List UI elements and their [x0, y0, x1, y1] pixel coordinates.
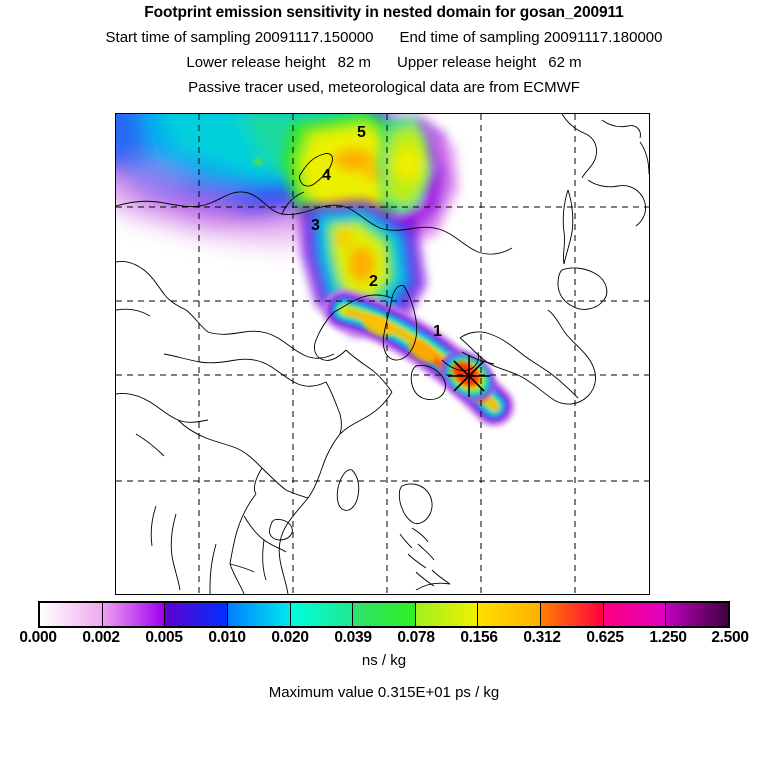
colorbar-tick-5: 0.039: [334, 629, 372, 646]
colorbar-tick-10: 1.250: [649, 629, 687, 646]
colorbar-tick-4: 0.020: [271, 629, 309, 646]
colorbar-tick-2: 0.005: [145, 629, 183, 646]
trajectory-label-4: 4: [322, 167, 331, 184]
map-graphics: [116, 114, 649, 594]
trajectory-label-3: 3: [311, 217, 320, 234]
colorbar-segment-8: [541, 603, 604, 626]
footprint-plume-field: [116, 114, 515, 427]
colorbar-tick-3: 0.010: [208, 629, 246, 646]
colorbar-units-label: ns / kg: [361, 652, 407, 669]
upper-release-label: Upper release height: [397, 53, 537, 71]
lower-release-value: 82 m: [337, 53, 371, 71]
trajectory-label-5: 5: [357, 124, 366, 141]
upper-release-value: 62 m: [548, 53, 582, 71]
release-point-star: [448, 355, 490, 397]
colorbar-tick-1: 0.002: [82, 629, 120, 646]
map-plot-area: 1 2 3 4 5: [115, 113, 650, 595]
colorbar-segment-6: [415, 603, 479, 626]
colorbar-tick-11: 2.500: [711, 629, 749, 646]
start-time-label: Start time of sampling: [105, 28, 251, 46]
trajectory-label-1: 1: [433, 323, 442, 340]
colorbar-tick-9: 0.625: [586, 629, 624, 646]
colorbar-segment-9: [603, 603, 667, 626]
colorbar-tick-labels: 0.000 0.002 0.005 0.010 0.020 0.039 0.07…: [0, 629, 768, 649]
end-time-value: 20091117.180000: [543, 28, 663, 46]
tracer-note: Passive tracer used, meteorological data…: [188, 78, 580, 96]
end-time-label: End time of sampling: [399, 28, 540, 46]
lower-release-label: Lower release height: [186, 53, 326, 71]
start-time-value: 20091117.150000: [254, 28, 374, 46]
map-gridlines: [116, 114, 649, 594]
colorbar-segment-3: [227, 603, 291, 626]
colorbar-segment-10: [666, 603, 729, 626]
map-inner-canvas: 1 2 3 4 5: [116, 114, 649, 594]
release-height-line: Lower release height 82 m Upper release he…: [0, 55, 768, 70]
maximum-value-label: Maximum value 0.315E+01 ps / kg: [268, 684, 500, 701]
colorbar-tick-0: 0.000: [19, 629, 57, 646]
sampling-time-line: Start time of sampling 20091117.150000 En…: [0, 30, 768, 45]
colorbar-segment-2: [165, 603, 228, 626]
colorbar-segment-5: [353, 603, 416, 626]
colorbar-segment-0: [40, 603, 103, 626]
header-text-block: Footprint emission sensitivity in nested…: [0, 0, 768, 95]
colorbar-tick-7: 0.156: [460, 629, 498, 646]
colorbar-segment-1: [102, 603, 166, 626]
colorbar: [38, 601, 730, 628]
trajectory-label-2: 2: [369, 273, 378, 290]
colorbar-segment-4: [290, 603, 354, 626]
colorbar-tick-8: 0.312: [523, 629, 561, 646]
page-title: Footprint emission sensitivity in nested…: [144, 4, 624, 21]
coastline-layer: [116, 114, 649, 594]
colorbar-segment-7: [478, 603, 542, 626]
colorbar-tick-6: 0.078: [397, 629, 435, 646]
